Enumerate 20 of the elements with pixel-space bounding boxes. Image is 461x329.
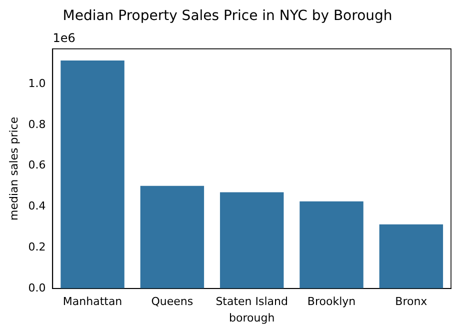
x-axis-title: borough (229, 311, 275, 324)
x-tick-label: Queens (151, 295, 194, 308)
y-tick-label: 1.0 (28, 76, 46, 90)
bar (60, 60, 124, 289)
y-tick-label: 0.4 (28, 200, 46, 213)
x-tick-label: Brooklyn (307, 295, 356, 308)
x-tick-label: Bronx (395, 295, 428, 308)
y-axis-title: median sales price (7, 116, 20, 221)
bar (140, 186, 204, 289)
y-tick-label: 0.6 (28, 158, 46, 172)
bar (300, 201, 364, 289)
y-tick-label: 0.8 (28, 118, 46, 131)
x-tick-label: Manhattan (62, 295, 122, 308)
text: 1e6 (52, 30, 76, 45)
y-tick-label: 0.0 (28, 281, 46, 294)
bar (220, 192, 284, 289)
y-tick-label: 0.2 (28, 240, 46, 254)
bar (379, 224, 444, 289)
x-tick-label: Staten Island (216, 295, 288, 308)
chart-title: Median Property Sales Price in NYC by Borough (62, 8, 392, 24)
